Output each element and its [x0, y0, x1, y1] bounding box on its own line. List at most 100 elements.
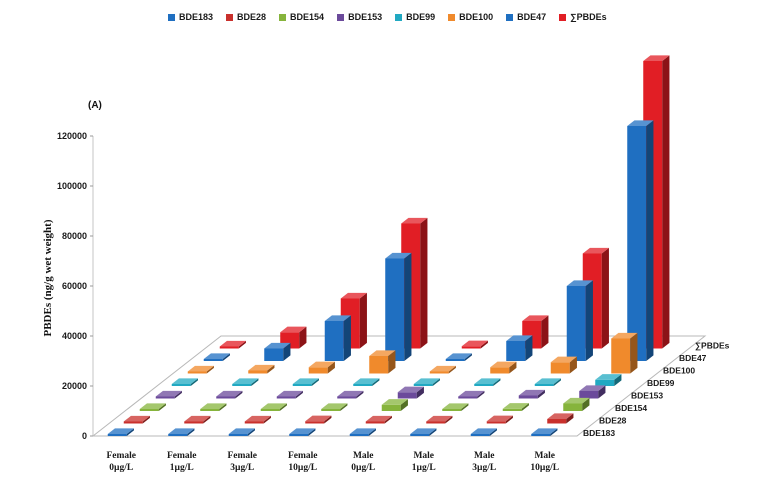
bar-BDE47-6	[566, 280, 593, 361]
bar-BDE28-3	[305, 415, 332, 424]
bar-BDE183-1	[168, 428, 195, 436]
x-tick-label: 1µg/L	[412, 463, 436, 473]
bar-BDE47-5	[506, 335, 533, 361]
bar-BDE154-3	[321, 403, 348, 411]
bar-BDE28-5	[426, 415, 453, 424]
bar-BDE153-1	[216, 390, 243, 399]
x-tick-label: Female	[167, 451, 197, 461]
x-tick-label: 3µg/L	[230, 463, 254, 473]
bar-BDE153-0	[155, 390, 182, 399]
bar-∑PBDEs-0	[219, 340, 246, 349]
bar-BDE99-6	[534, 378, 561, 386]
bar-BDE100-0	[187, 365, 214, 374]
bar-BDE100-4	[429, 365, 456, 374]
legend-label: BDE154	[290, 12, 325, 22]
bar-BDE47-3	[385, 252, 412, 361]
depth-axis-label: BDE154	[615, 403, 647, 413]
y-tick-label: 0	[82, 431, 87, 441]
legend-item: BDE100	[448, 9, 493, 25]
legend-swatch	[337, 13, 345, 21]
x-tick-label: 3µg/L	[472, 463, 496, 473]
bar-BDE99-2	[292, 378, 319, 386]
legend-label: ∑PBDEs	[570, 12, 607, 22]
bar-BDE47-0	[203, 353, 230, 361]
bar-BDE153-7	[579, 385, 606, 399]
bar-BDE47-7	[627, 120, 654, 361]
bar-BDE28-6	[486, 415, 513, 424]
legend-label: BDE183	[179, 12, 214, 22]
bar-BDE99-3	[353, 378, 380, 386]
legend-label: BDE47	[517, 12, 547, 22]
bar-BDE154-5	[442, 403, 469, 411]
legend-swatch	[395, 13, 403, 21]
bar-∑PBDEs-4	[461, 340, 488, 349]
legend-swatch	[448, 13, 456, 21]
legend-item: BDE47	[506, 9, 546, 25]
bar-BDE47-1	[264, 342, 291, 361]
x-tick-label: Male	[474, 451, 495, 461]
bar-BDE183-7	[531, 428, 558, 436]
x-tick-label: Female	[227, 451, 257, 461]
bar-BDE153-4	[397, 386, 424, 399]
depth-axis-label: BDE183	[583, 428, 615, 438]
x-tick-label: 10µg/L	[530, 463, 559, 473]
bar-BDE28-7	[547, 413, 574, 424]
x-tick-label: 0µg/L	[109, 463, 133, 473]
legend-swatch	[506, 13, 514, 21]
bar-BDE154-2	[260, 403, 287, 411]
legend-swatch	[168, 13, 175, 21]
bar-BDE100-1	[248, 364, 275, 374]
bar-BDE153-3	[337, 390, 364, 399]
y-tick-label: 40000	[62, 331, 87, 341]
depth-axis-label: BDE153	[631, 391, 663, 401]
x-tick-label: 10µg/L	[288, 463, 317, 473]
bar-BDE153-5	[458, 390, 485, 399]
bar-BDE100-6	[550, 356, 577, 374]
bar-BDE183-5	[410, 428, 437, 436]
legend-item: BDE154	[279, 9, 324, 25]
bar-BDE183-2	[228, 428, 255, 436]
legend-label: BDE28	[237, 12, 267, 22]
bar-BDE28-4	[365, 415, 392, 424]
bar-BDE47-4	[445, 353, 472, 361]
depth-axis-label: ∑PBDEs	[695, 341, 730, 351]
x-tick-label: Female	[288, 451, 318, 461]
bar-BDE153-6	[518, 389, 545, 399]
bar-BDE100-2	[308, 361, 335, 374]
bar-BDE154-1	[200, 403, 227, 411]
legend-item: BDE99	[395, 9, 435, 25]
x-tick-label: Female	[106, 451, 136, 461]
legend-swatch	[559, 13, 567, 21]
depth-axis-label: BDE47	[679, 353, 707, 363]
x-tick-label: Male	[353, 451, 374, 461]
legend-swatch	[226, 13, 234, 21]
bar-BDE100-7	[611, 332, 638, 374]
x-tick-label: Male	[534, 451, 555, 461]
bar-BDE100-3	[369, 350, 396, 374]
legend-label: BDE153	[348, 12, 383, 22]
bar-BDE28-1	[184, 415, 211, 424]
axis-labels: Female 0µg/L Female 1µg/L Female 3µg/L Female 1…	[106, 341, 729, 474]
y-axis: 0 20000 40000 60000 80000 100000 120000	[57, 131, 94, 441]
bar-BDE99-1	[232, 378, 259, 386]
x-tick-label: 1µg/L	[170, 463, 194, 473]
bar-BDE28-0	[123, 415, 150, 424]
bar-BDE99-4	[413, 378, 440, 386]
bar-BDE99-0	[171, 378, 198, 386]
depth-axis-label: BDE99	[647, 378, 675, 388]
legend-item: BDE153	[337, 9, 382, 25]
legend-item: BDE28	[226, 9, 266, 25]
bar-BDE183-3	[289, 428, 316, 436]
x-tick-label: 0µg/L	[351, 463, 375, 473]
bar-BDE183-4	[349, 428, 376, 436]
legend-item: ∑PBDEs	[559, 9, 607, 25]
bar-BDE153-2	[276, 390, 303, 399]
panel-label: (A)	[88, 100, 102, 111]
bar-BDE154-6	[502, 403, 529, 411]
y-tick-label: 60000	[62, 281, 87, 291]
y-tick-label: 20000	[62, 381, 87, 391]
y-tick-label: 100000	[57, 181, 87, 191]
legend-label: BDE99	[406, 12, 436, 22]
depth-axis-label: BDE100	[663, 366, 695, 376]
